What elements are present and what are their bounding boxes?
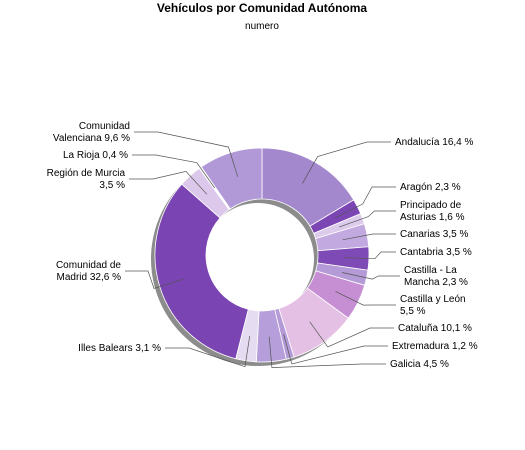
leader-line-la-rioja xyxy=(132,154,215,189)
leader-line-canarias xyxy=(342,233,396,241)
slice-label-regi-n-de-murcia: Región de Murcia 3,5 % xyxy=(47,168,126,191)
chart-title: Vehículos por Comunidad Autónoma xyxy=(157,1,368,15)
leader-line-arag-n xyxy=(334,186,396,219)
leader-line-cantabria xyxy=(343,251,396,260)
chart-subtitle: numero xyxy=(245,21,279,32)
leader-line-galicia xyxy=(268,336,386,368)
leader-line-catalu-a xyxy=(309,321,394,348)
slice-comunidad-valenciana[interactable] xyxy=(200,147,263,210)
leader-line-comunidad-de-madrid xyxy=(125,270,184,289)
slice-label-galicia: Galicia 4,5 % xyxy=(390,359,449,370)
slice-label-illes-balears: Illes Balears 3,1 % xyxy=(78,343,161,354)
slice-label-canarias: Canarias 3,5 % xyxy=(400,229,468,240)
leader-line-illes-balears xyxy=(165,336,251,368)
slice-label-extremadura: Extremadura 1,2 % xyxy=(392,341,478,352)
slice-label-la-rioja: La Rioja 0,4 % xyxy=(63,150,128,161)
leader-lines xyxy=(125,131,400,368)
slice-label-arag-n: Aragón 2,3 % xyxy=(400,182,461,193)
slice-label-castilla-y-le-n: Castilla y León 5,5 % xyxy=(400,294,466,317)
slice-label-castilla-la-mancha: Castilla - La Mancha 2,3 % xyxy=(404,265,468,288)
leader-line-regi-n-de-murcia xyxy=(129,171,208,195)
slice-comunidad-de-madrid[interactable] xyxy=(154,183,249,360)
leader-line-andaluc-a xyxy=(302,141,391,184)
leader-line-castilla-la-mancha xyxy=(342,272,400,280)
leader-line-castilla-y-le-n xyxy=(335,291,396,306)
slice-label-comunidad-de-madrid: Comunidad de Madrid 32,6 % xyxy=(56,260,121,283)
slice-label-cantabria: Cantabria 3,5 % xyxy=(400,247,472,258)
slice-label-andaluc-a: Andalucía 16,4 % xyxy=(395,137,473,148)
slice-labels: Andalucía 16,4 % Aragón 2,3 % Principado d… xyxy=(47,121,478,370)
slice-label-catalu-a: Cataluña 10,1 % xyxy=(398,323,472,334)
leader-line-comunidad-valenciana xyxy=(134,131,239,177)
leader-line-extremadura xyxy=(283,334,388,365)
slice-label-comunidad-valenciana: Comunidad Valenciana 9,6 % xyxy=(53,121,130,144)
slice-label-principado-de-asturias: Principado de Asturias 1,6 % xyxy=(400,200,465,223)
donut-slices xyxy=(154,147,370,363)
leader-line-principado-de-asturias xyxy=(338,210,396,228)
